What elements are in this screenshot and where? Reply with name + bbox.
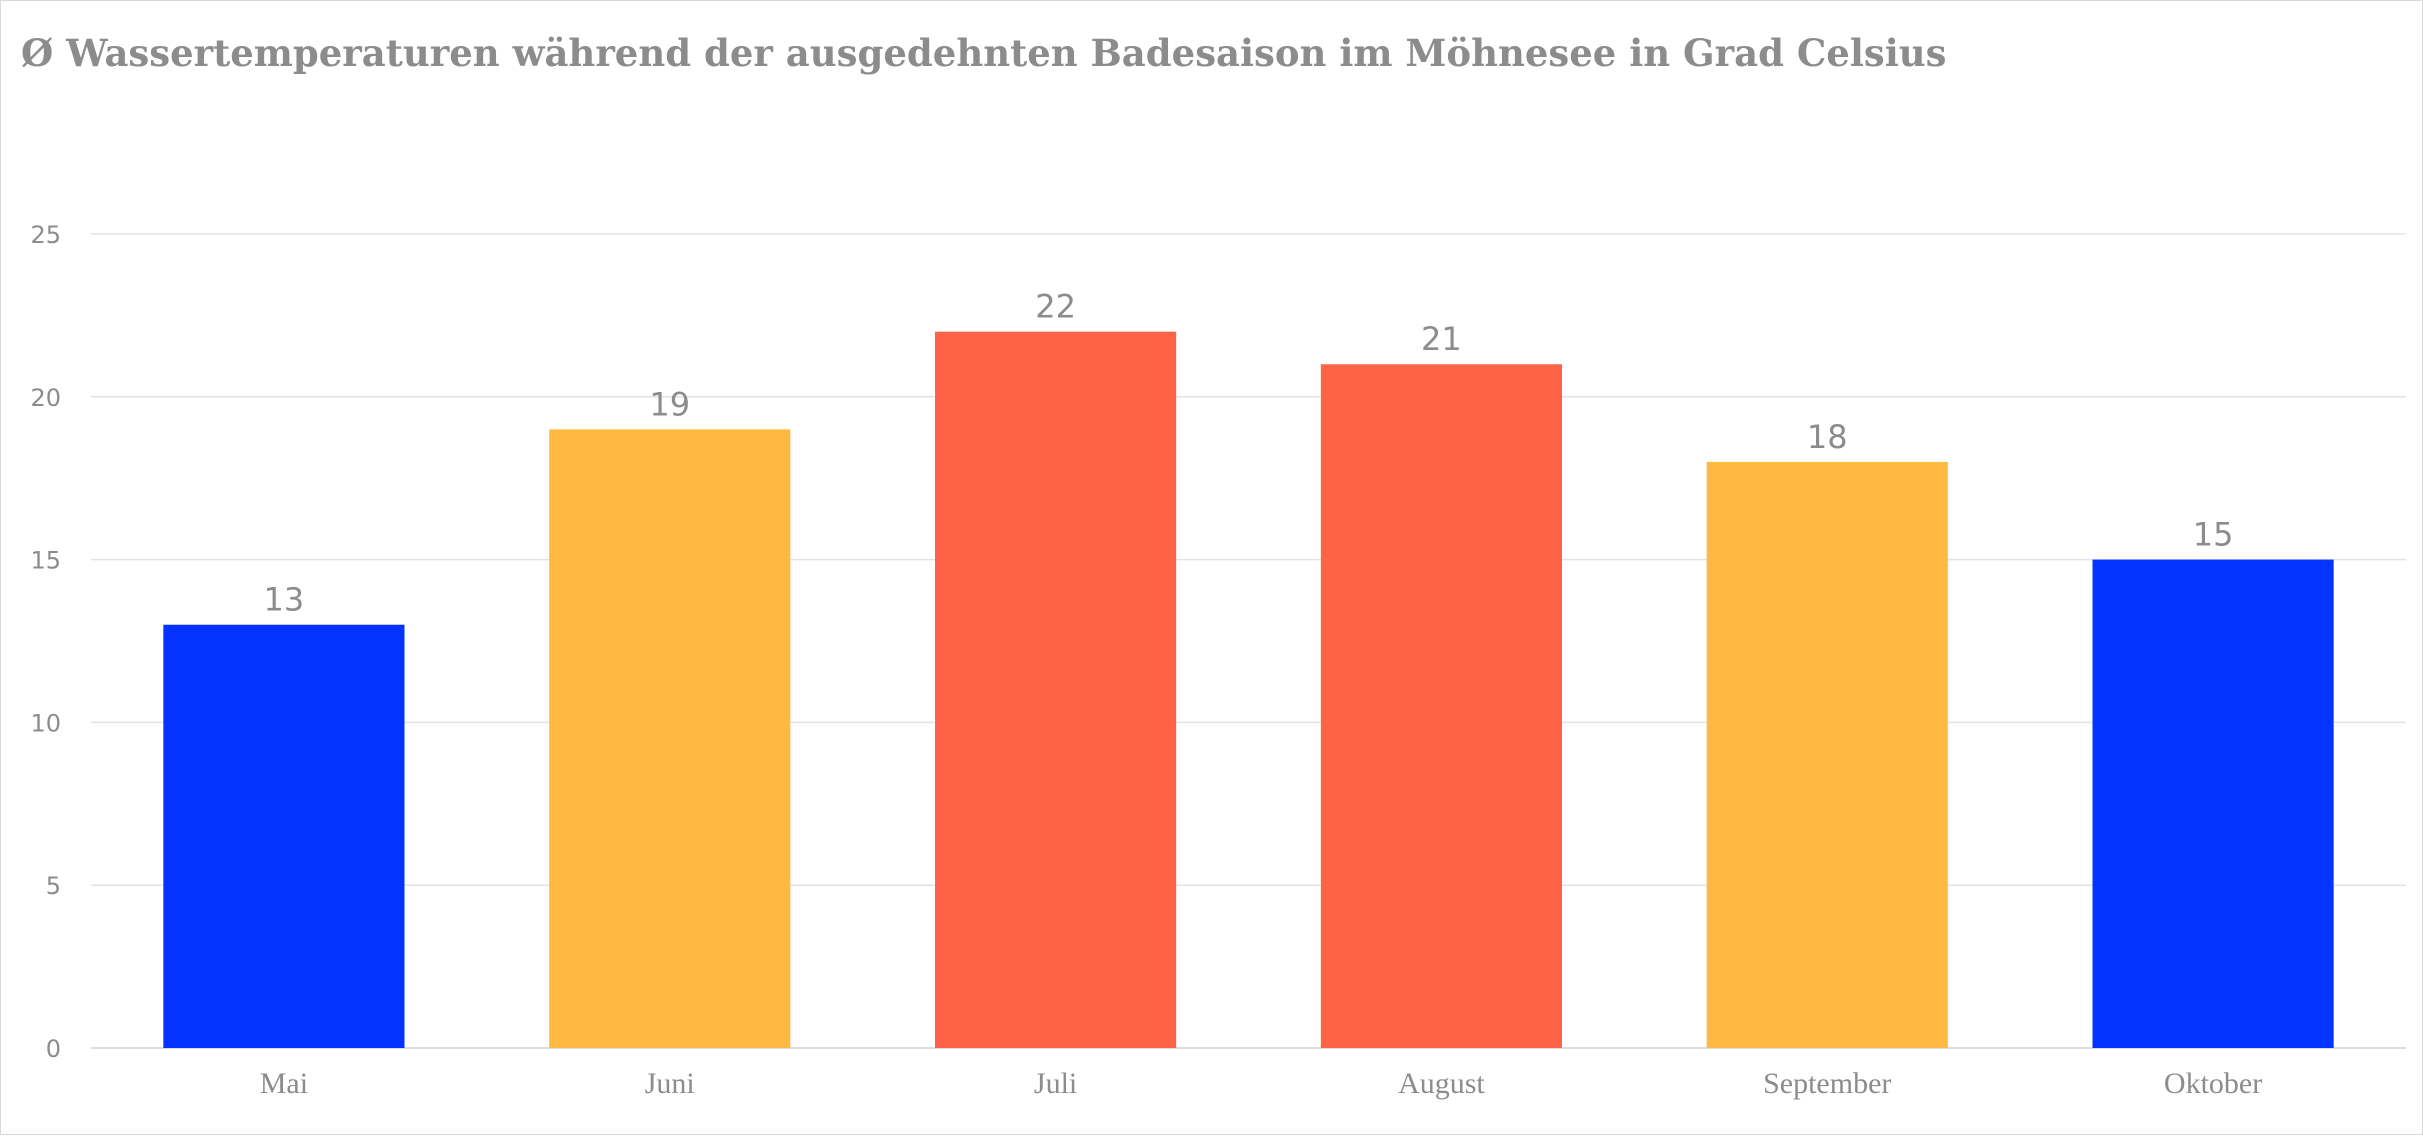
- bar-oktober: [2092, 559, 2334, 1048]
- bars: [163, 331, 2334, 1048]
- y-tick-label: 0: [46, 1035, 61, 1063]
- x-tick-label: August: [1398, 1067, 1485, 1100]
- y-tick-label: 20: [30, 384, 61, 412]
- gridlines: [91, 233, 2406, 1049]
- y-tick-label: 25: [30, 221, 61, 249]
- data-label: 22: [1035, 288, 1076, 326]
- bar-september: [1706, 461, 1948, 1048]
- chart-title: Ø Wassertemperaturen während der ausgede…: [21, 31, 1947, 75]
- y-tick-label: 10: [30, 709, 61, 737]
- x-tick-label: Juni: [645, 1067, 695, 1100]
- data-label: 21: [1421, 320, 1462, 358]
- bar-juni: [549, 429, 791, 1048]
- x-tick-label: Juli: [1034, 1067, 1077, 1100]
- x-axis-ticks: Mai Juni Juli August September Oktober: [260, 1067, 2262, 1100]
- x-tick-label: Oktober: [2164, 1067, 2262, 1100]
- data-label: 15: [2193, 516, 2234, 554]
- bar-juli: [935, 331, 1177, 1048]
- data-label: 13: [264, 581, 305, 619]
- x-tick-label: September: [1763, 1067, 1891, 1100]
- data-labels: 13 19 22 21 18 15: [264, 288, 2234, 619]
- y-tick-label: 5: [46, 872, 61, 900]
- y-axis-ticks: 0 5 10 15 20 25: [30, 221, 61, 1063]
- y-tick-label: 15: [30, 547, 61, 575]
- data-label: 18: [1807, 418, 1848, 456]
- data-label: 19: [649, 385, 690, 423]
- x-tick-label: Mai: [260, 1067, 308, 1100]
- bar-mai: [163, 624, 405, 1048]
- bar-august: [1320, 364, 1562, 1048]
